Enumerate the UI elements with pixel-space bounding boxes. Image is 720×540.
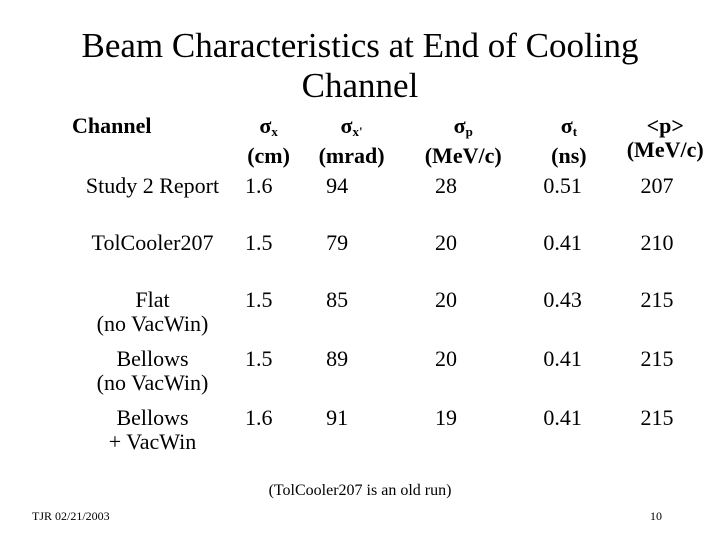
- cell-channel: TolCooler207: [91, 230, 214, 255]
- cell-sigma-x: 1.5: [245, 230, 273, 255]
- cell-mean-momentum: 215: [640, 346, 674, 371]
- slide-title-line-2: Channel: [301, 66, 419, 105]
- header-sigma-x-prime: σx' (mrad): [318, 113, 385, 168]
- cell-sigma-p: 19: [435, 405, 458, 430]
- cell-sigma-p: 20: [435, 346, 458, 371]
- cell-sigma-t: 0.41: [543, 346, 582, 371]
- cell-mean-momentum: 215: [640, 287, 674, 312]
- cell-channel: Flat (no VacWin): [96, 287, 209, 336]
- cell-sigma-p: 28: [435, 173, 458, 198]
- table-row: TolCooler207 1.5 79 20 0.41 210: [72, 209, 720, 266]
- cell-sigma-t: 0.41: [543, 230, 582, 255]
- table-row: Bellows + VacWin 1.6 91 19 0.41 215: [72, 406, 720, 465]
- table-row: Flat (no VacWin) 1.5 85 20 0.43 215: [72, 266, 720, 347]
- cell-sigma-x: 1.6: [245, 405, 273, 430]
- table-header-row: Channel σx (cm) σx' (mrad) σp (MeV/c) σt…: [72, 114, 720, 174]
- beam-characteristics-table: Channel σx (cm) σx' (mrad) σp (MeV/c) σt…: [72, 114, 720, 465]
- cell-channel: Bellows (no VacWin): [96, 346, 209, 395]
- header-sigma-x: σx (cm): [247, 113, 290, 168]
- cell-sigma-t: 0.43: [543, 287, 582, 312]
- table-row: Study 2 Report 1.6 94 28 0.51 207: [72, 174, 720, 209]
- cell-channel: Study 2 Report: [85, 173, 220, 198]
- cell-sigma-x-prime: 94: [326, 173, 349, 198]
- page-number: 10: [650, 509, 662, 523]
- cell-sigma-p: 20: [435, 287, 458, 312]
- cell-sigma-p: 20: [435, 230, 458, 255]
- header-channel: Channel: [72, 113, 152, 138]
- cell-sigma-x-prime: 85: [326, 287, 349, 312]
- cell-sigma-x-prime: 91: [326, 405, 349, 430]
- cell-sigma-t: 0.51: [543, 173, 582, 198]
- cell-sigma-x: 1.6: [245, 173, 273, 198]
- header-mean-momentum: <p> (MeV/c): [626, 113, 704, 162]
- cell-sigma-t: 0.41: [543, 405, 582, 430]
- cell-mean-momentum: 210: [640, 230, 674, 255]
- header-sigma-p: σp (MeV/c): [424, 113, 502, 168]
- slide-title: Beam Characteristics at End of Cooling C…: [0, 26, 720, 106]
- cell-sigma-x: 1.5: [245, 287, 273, 312]
- header-sigma-t: σt (ns): [551, 113, 587, 168]
- cell-sigma-x-prime: 89: [326, 346, 349, 371]
- footer-author-date: TJR 02/21/2003: [32, 509, 110, 523]
- cell-mean-momentum: 215: [640, 405, 674, 430]
- table-row: Bellows (no VacWin) 1.5 89 20 0.41 215: [72, 347, 720, 406]
- cell-sigma-x: 1.5: [245, 346, 273, 371]
- cell-sigma-x-prime: 79: [326, 230, 349, 255]
- cell-mean-momentum: 207: [640, 173, 674, 198]
- footnote: (TolCooler207 is an old run): [268, 482, 452, 499]
- slide-title-line-1: Beam Characteristics at End of Cooling: [81, 26, 639, 65]
- cell-channel: Bellows + VacWin: [108, 405, 197, 454]
